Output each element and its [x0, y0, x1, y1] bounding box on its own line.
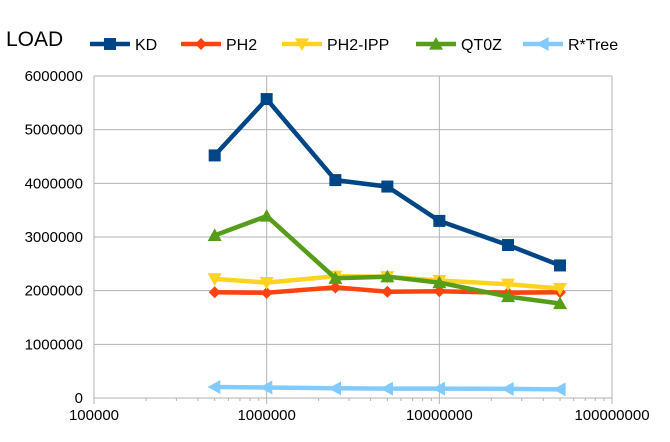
data-point	[329, 174, 342, 187]
y-tick-label: 4000000	[25, 175, 83, 192]
y-tick-label: 1000000	[25, 336, 83, 353]
legend-label: KD	[135, 37, 157, 54]
legend-marker	[195, 38, 207, 50]
legend-marker	[429, 37, 443, 50]
legend-marker	[104, 38, 116, 50]
data-point	[259, 380, 273, 395]
legend-item: PH2	[181, 37, 257, 54]
x-tick-label: 100000000	[574, 407, 649, 424]
data-point	[207, 228, 222, 241]
y-tick-label: 3000000	[25, 229, 83, 246]
data-point	[553, 382, 566, 397]
data-point	[553, 296, 568, 310]
series-group	[207, 93, 568, 397]
data-point	[553, 282, 568, 296]
data-point	[329, 281, 342, 294]
legend-item: QT0Z	[416, 37, 502, 54]
data-point	[260, 286, 273, 299]
data-point	[433, 214, 446, 227]
data-point	[501, 289, 516, 303]
legend-item: PH2-IPP	[282, 37, 389, 54]
data-point	[381, 180, 394, 193]
legend-label: QT0Z	[461, 37, 502, 54]
legend-marker	[536, 37, 549, 51]
axes: 0 1000000 2000000 3000000 4000000 5000000 6000…	[25, 68, 650, 424]
data-point	[432, 275, 447, 289]
legend-label: R*Tree	[568, 37, 618, 54]
grid-lines	[93, 75, 613, 399]
y-tick-label: 2000000	[25, 283, 83, 300]
data-point	[260, 93, 273, 106]
data-point	[501, 381, 514, 396]
data-point	[259, 209, 274, 222]
y-tick-label: 5000000	[25, 122, 83, 139]
x-tick-label: 1000000	[237, 407, 295, 424]
x-tick-label: 100000	[69, 407, 119, 424]
data-point	[207, 379, 221, 394]
data-point	[328, 381, 341, 396]
data-point	[208, 149, 221, 162]
legend-item: R*Tree	[523, 37, 618, 54]
series-kd	[208, 93, 567, 272]
series-qt0z	[207, 209, 568, 310]
legend-label: PH2	[226, 37, 257, 54]
data-point	[259, 277, 274, 290]
data-point	[328, 271, 343, 284]
data-point	[501, 278, 516, 292]
chart-title: LOAD	[6, 28, 64, 51]
y-tick-label: 6000000	[25, 68, 83, 85]
legend-label: PH2-IPP	[327, 37, 389, 54]
legend-item: KD	[90, 37, 157, 54]
data-point	[432, 381, 445, 396]
data-point	[381, 285, 394, 298]
legend-marker	[295, 38, 309, 51]
x-tick-label: 10000000	[406, 407, 473, 424]
data-point	[207, 273, 222, 286]
data-point	[554, 259, 567, 272]
legend: KD PH2 PH2-IPP QT0Z R*Tree	[90, 37, 618, 54]
data-point	[380, 381, 393, 396]
data-point	[380, 269, 395, 283]
data-point	[208, 286, 221, 299]
y-tick-label: 0	[75, 390, 83, 407]
data-point	[502, 239, 515, 252]
series-r-tree	[207, 379, 566, 397]
